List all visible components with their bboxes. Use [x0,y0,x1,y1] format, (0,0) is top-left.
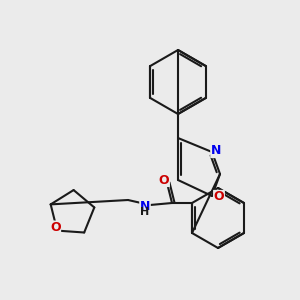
Text: H: H [140,207,150,217]
Text: N: N [140,200,150,212]
Text: N: N [211,145,221,158]
Text: O: O [214,190,224,203]
Text: O: O [159,173,169,187]
Text: O: O [50,221,61,234]
